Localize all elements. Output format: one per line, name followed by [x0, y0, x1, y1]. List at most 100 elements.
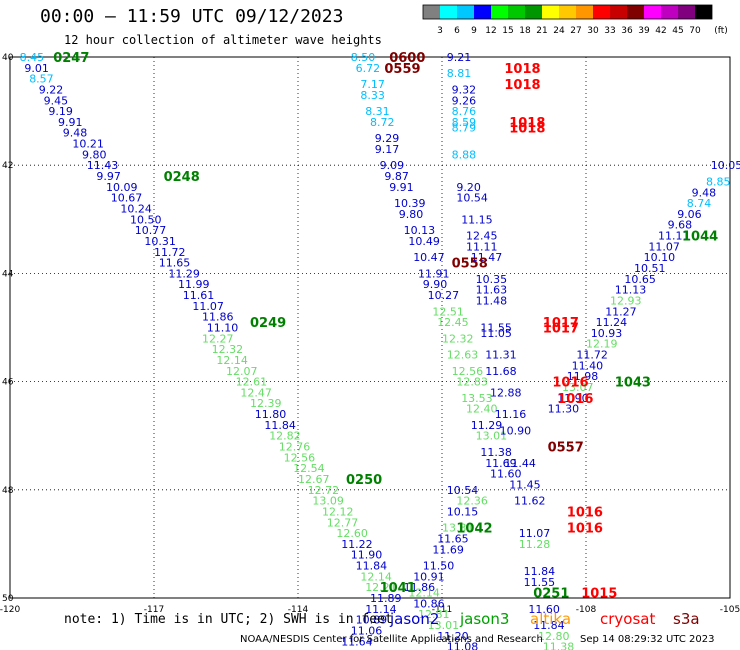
swh-value: 11.69 [432, 543, 464, 556]
swh-value: 9.48 [63, 127, 88, 140]
swh-value: 10.65 [624, 273, 656, 286]
pass-time-label: 0250 [346, 473, 382, 488]
swh-value: 9.01 [24, 62, 49, 75]
swh-value: 13.07 [562, 381, 594, 394]
pass-time-label: 0557 [548, 441, 584, 456]
pass-time-label: 0249 [250, 316, 286, 331]
pass-time-label: 1016 [567, 505, 603, 520]
pass-time-label: 1015 [581, 587, 617, 602]
swh-value: 11.55 [480, 322, 512, 335]
swh-value: 10.21 [72, 138, 104, 151]
colorbar-tick: 21 [536, 26, 547, 36]
swh-value: 11.84 [264, 419, 296, 432]
swh-value: 8.31 [365, 105, 390, 118]
swh-value: 12.77 [327, 516, 359, 529]
swh-value: 11.65 [159, 257, 191, 270]
lat-tick-label: 46 [2, 378, 14, 388]
lon-tick-label: -111 [432, 605, 452, 615]
swh-value: 11.10 [207, 322, 239, 335]
swh-value: 11.60 [528, 603, 560, 616]
lon-tick-label: -105 [720, 605, 740, 615]
colorbar-swatch [423, 5, 440, 19]
swh-value: 11.65 [437, 532, 469, 545]
pass-time-label: 1018 [509, 121, 545, 136]
swh-value: 11.29 [168, 267, 200, 280]
swh-value: 10.31 [144, 235, 176, 248]
swh-value: 11.29 [471, 419, 503, 432]
colorbar-tick: 33 [604, 26, 615, 36]
swh-value: 11.28 [519, 538, 551, 551]
colorbar-unit: (ft) [714, 26, 728, 36]
swh-value: 12.82 [269, 430, 301, 443]
swh-value: 12.39 [250, 397, 282, 410]
swh-value: 10.24 [120, 202, 151, 215]
swh-value: 12.93 [610, 294, 642, 307]
swh-value: 9.21 [447, 51, 472, 64]
map-frame [9, 56, 731, 599]
swh-value: 11.13 [615, 284, 647, 297]
pass-time-label: 1016 [557, 392, 593, 407]
swh-value: 12.56 [284, 451, 316, 464]
swh-value: 11.50 [423, 560, 455, 573]
swh-value: 12.51 [432, 305, 464, 318]
swh-value: 11.38 [543, 641, 575, 650]
lat-tick-label: 48 [2, 486, 14, 496]
swh-value: 7.17 [360, 78, 385, 91]
footer-note: note: 1) Time is in UTC; 2) SWH is in fe… [64, 612, 393, 627]
swh-value: 12.80 [538, 630, 570, 643]
swh-value: 11.43 [87, 159, 119, 172]
swh-value: 11.07 [192, 300, 224, 313]
swh-value: 12.61 [236, 376, 268, 389]
pass-time-label: 1044 [682, 230, 718, 245]
swh-value: 11.30 [548, 403, 580, 416]
colorbar-swatch [627, 5, 644, 19]
colorbar-tick: 15 [502, 26, 513, 36]
colorbar-tick: 36 [621, 26, 633, 36]
colorbar-swatch [440, 5, 457, 19]
swh-value: 12.27 [202, 332, 234, 345]
swh-value: 12.36 [456, 495, 488, 508]
swh-value: 11.89 [370, 592, 402, 605]
swh-value: 10.51 [634, 262, 666, 275]
swh-value: 10.89 [356, 614, 388, 627]
colorbar-tick: 3 [437, 26, 443, 36]
swh-value: 11.20 [437, 630, 469, 643]
lat-tick-label: 40 [2, 53, 14, 63]
swh-value: 9.87 [384, 170, 409, 183]
pass-time-label: 1017 [543, 316, 579, 331]
colorbar-tick: 27 [570, 26, 581, 36]
pass-time-label: 1018 [504, 62, 540, 77]
swh-value: 12.67 [298, 473, 330, 486]
colorbar-swatch [695, 5, 712, 19]
colorbar-tick: 39 [638, 26, 650, 36]
swh-value: 8.33 [360, 89, 385, 102]
swh-value: 9.09 [380, 159, 405, 172]
pass-time-label: 1016 [567, 522, 603, 537]
swh-value: 10.05 [711, 159, 740, 172]
colorbar-tick: 6 [454, 26, 460, 36]
colorbar-swatch [491, 5, 508, 19]
pass-time-label: 1041 [380, 581, 416, 596]
swh-value: 12.32 [212, 343, 244, 356]
swh-value: 11.11 [466, 240, 498, 253]
swh-value: 11.07 [648, 240, 680, 253]
pass-time-label: 0251 [533, 587, 569, 602]
swh-value: 11.22 [341, 538, 373, 551]
swh-value: 11.14 [365, 603, 397, 616]
swh-value: 9.32 [452, 83, 477, 96]
swh-value: 11.69 [485, 457, 517, 470]
colorbar-tick: 9 [471, 26, 477, 36]
swh-value: 11.06 [351, 624, 383, 637]
swh-value: 12.32 [442, 332, 474, 345]
pass-time-label: 0558 [452, 257, 488, 272]
lon-tick-label: -120 [0, 605, 20, 615]
swh-value: 8.74 [687, 197, 712, 210]
swh-value: 10.35 [476, 273, 508, 286]
swh-value: 12.76 [279, 441, 311, 454]
swh-value: 11.86 [202, 311, 234, 324]
swh-value: 11.68 [485, 365, 517, 378]
swh-value: 9.20 [456, 181, 481, 194]
swh-value: 10.09 [106, 181, 138, 194]
swh-value: 9.80 [399, 208, 424, 221]
colorbar-tick: 70 [689, 26, 701, 36]
